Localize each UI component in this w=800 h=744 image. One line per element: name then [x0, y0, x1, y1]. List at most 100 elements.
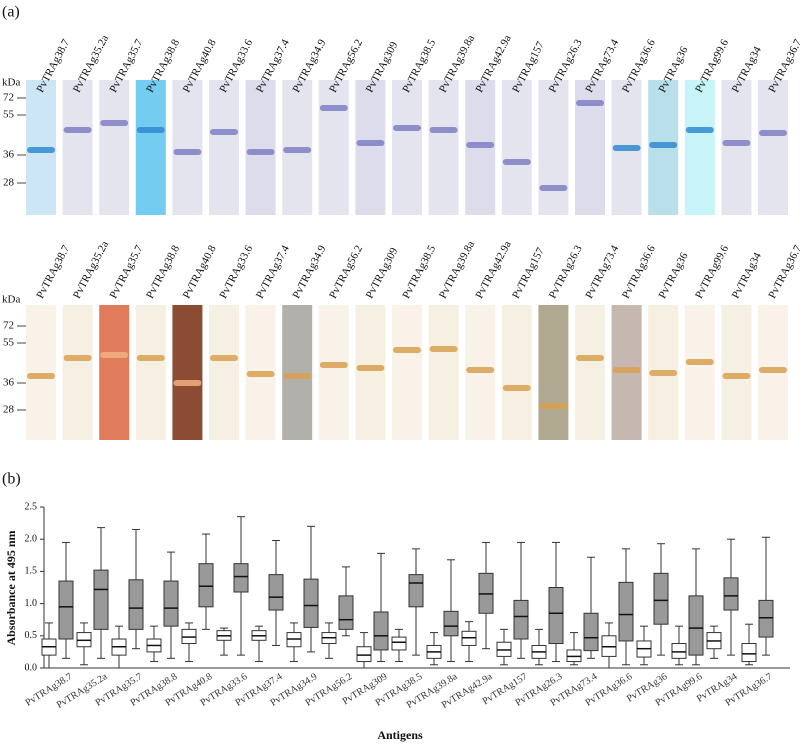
box	[671, 643, 687, 659]
gel-lane	[318, 80, 349, 215]
lane-label: PvTRAg38.7	[34, 243, 72, 301]
y-tick-label: 0.5	[25, 630, 38, 641]
gel-lane	[575, 305, 605, 440]
marker-label: 72	[3, 92, 14, 104]
box	[356, 646, 372, 663]
box	[758, 599, 774, 638]
gel-band	[210, 129, 238, 135]
gel-band	[429, 346, 458, 352]
marker-label: 55	[3, 109, 15, 121]
gel-band	[136, 127, 165, 133]
gel-band	[356, 140, 385, 146]
gel-lane	[209, 305, 239, 440]
box	[93, 569, 109, 630]
gel-band	[722, 140, 751, 146]
x-axis-title: Antigens	[377, 728, 423, 742]
gel-band	[393, 347, 421, 353]
marker-label: 36	[3, 149, 15, 161]
gel-band	[612, 145, 641, 151]
lane-label: PvTRAg309	[364, 245, 401, 300]
lane-label: PvTRAg99.6	[693, 243, 731, 301]
lane-label: PvTRAg36.6	[620, 243, 658, 301]
gel-lane	[135, 305, 166, 440]
gel-band	[173, 149, 202, 155]
gel-lane	[758, 80, 788, 215]
y-axis-title: Absorbance at 495 nm	[4, 530, 18, 645]
gel-band	[502, 159, 531, 165]
gel-lane	[684, 305, 715, 440]
box	[653, 572, 669, 625]
box	[163, 580, 179, 627]
box	[583, 612, 599, 652]
gel-band	[539, 185, 568, 191]
panel-label: (b)	[2, 471, 21, 488]
gel-band	[319, 362, 348, 368]
gel-band	[356, 365, 385, 371]
gel-band	[319, 105, 348, 111]
marker-label: 28	[3, 404, 15, 416]
box	[408, 574, 424, 608]
lane-label: PvTRAg40.8	[181, 243, 219, 301]
lane-label: PvTRAg36.7	[766, 243, 800, 301]
gel-band	[759, 367, 787, 373]
gel-band	[576, 100, 604, 106]
gel-lane	[538, 305, 569, 440]
lane-label: PvTRAg42.9a	[473, 239, 513, 301]
box	[513, 599, 529, 640]
box	[741, 643, 757, 663]
gel-lane	[355, 305, 386, 440]
box	[58, 580, 74, 640]
gel-lane	[392, 305, 422, 440]
gel-lane	[428, 305, 459, 440]
gel-band	[685, 127, 714, 133]
gel-band	[685, 359, 714, 365]
gel-lane	[501, 80, 532, 215]
gel-lane	[392, 80, 422, 215]
lane-label: PvTRAg35.2a	[71, 239, 111, 301]
box	[443, 610, 459, 637]
box	[548, 587, 564, 645]
gel-lane	[538, 80, 569, 215]
lane-label: PvTRAg39.8a	[437, 239, 477, 301]
gel-band	[27, 373, 55, 379]
gel-band	[63, 127, 92, 133]
y-tick-label: 1.0	[25, 598, 38, 609]
gel-band	[722, 373, 751, 379]
lane-label: PvTRAg73.4	[583, 243, 621, 301]
box	[198, 563, 214, 608]
gel-band	[100, 352, 129, 358]
lane-label: PvTRAg36	[656, 250, 690, 300]
gel-band	[246, 371, 275, 377]
kda-label: kDa	[2, 294, 20, 306]
gel-lane	[99, 305, 130, 440]
gel-band	[649, 370, 678, 376]
box	[233, 563, 249, 593]
y-tick-label: 0.0	[25, 662, 38, 673]
marker-label: 28	[3, 177, 15, 189]
gel-band	[466, 367, 495, 373]
gel-lane	[209, 80, 239, 215]
y-tick-label: 1.5	[25, 566, 38, 577]
gel-lane	[245, 80, 276, 215]
gel-band	[63, 355, 92, 361]
gel-band	[539, 403, 568, 409]
box	[391, 636, 407, 651]
gel-lane	[135, 80, 166, 215]
box	[303, 578, 319, 628]
gel-band	[612, 367, 641, 373]
gel-band	[210, 355, 238, 361]
gel-band	[393, 125, 421, 131]
gel-band	[649, 142, 678, 148]
gel-band	[173, 380, 202, 386]
gel-lane	[62, 80, 93, 215]
box	[618, 581, 634, 642]
lane-label: PvTRAg56.2	[327, 243, 365, 300]
gel-band	[100, 120, 129, 126]
box	[723, 577, 739, 611]
box	[373, 611, 389, 651]
lane-label: PvTRAg26.3	[547, 243, 585, 301]
box	[128, 579, 144, 630]
lane-label: PvTRAg34.9	[290, 243, 328, 301]
gel-lane	[428, 80, 459, 215]
lane-label: PvTRAg38.5	[400, 243, 438, 301]
